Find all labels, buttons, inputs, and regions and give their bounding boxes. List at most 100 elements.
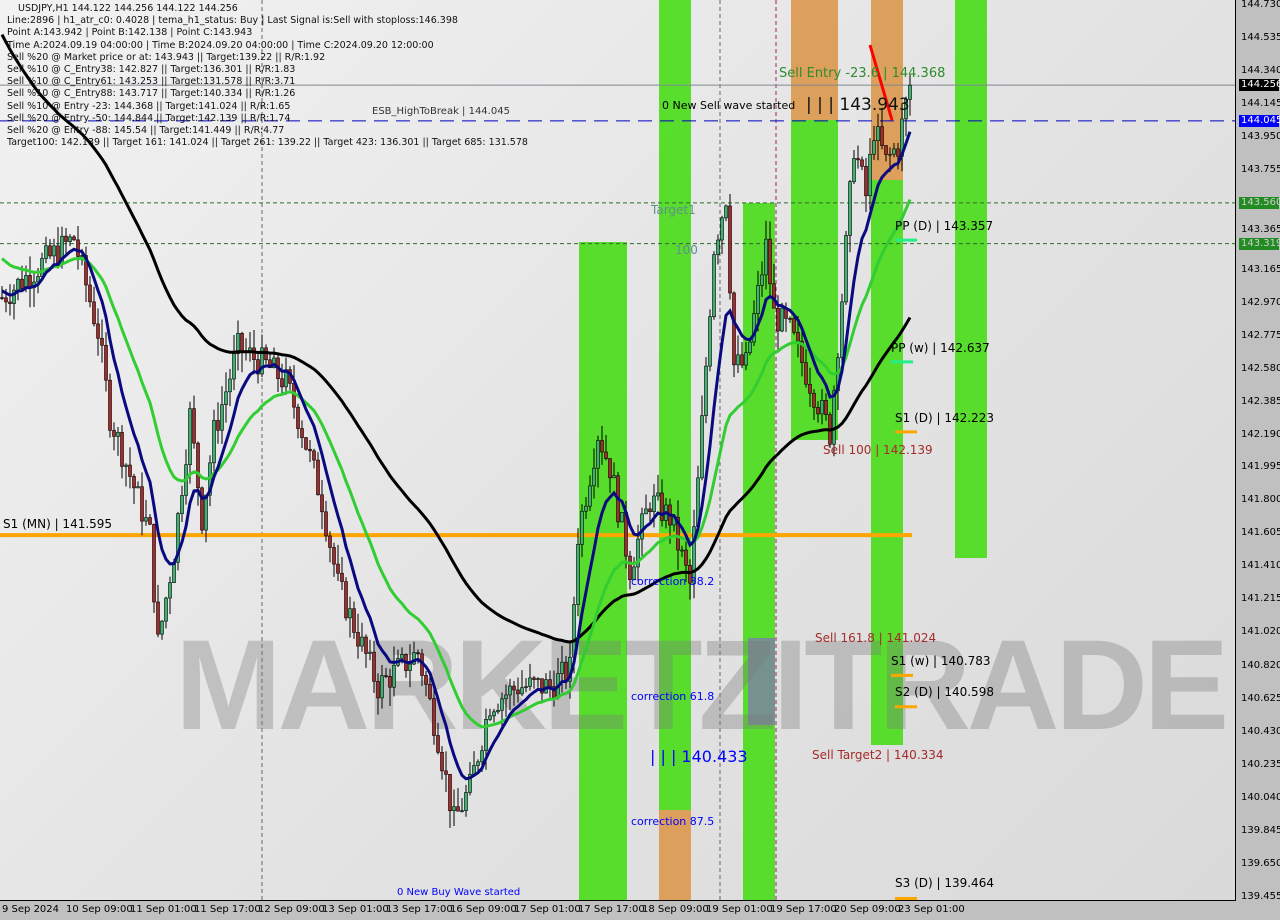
- info-line: Sell %10 @ Entry -23: 144.368 || Target:…: [7, 100, 291, 112]
- candle-down: [512, 685, 516, 691]
- candle-up: [40, 258, 44, 277]
- candle-down: [688, 564, 692, 584]
- candle-down: [532, 677, 536, 680]
- candle-down: [440, 752, 444, 772]
- price-tick-label: 140.430: [1241, 726, 1280, 738]
- candle-down: [384, 675, 388, 677]
- candle-up: [736, 354, 740, 366]
- candle-up: [232, 353, 236, 380]
- candle-down: [804, 362, 808, 385]
- candle-up: [68, 236, 72, 242]
- candle-up: [596, 440, 600, 469]
- candle-up: [464, 792, 468, 811]
- candle-up: [124, 464, 128, 467]
- candle-up: [876, 126, 880, 141]
- candle-down: [364, 636, 368, 654]
- candle-up: [680, 549, 684, 552]
- candle-up: [160, 620, 164, 635]
- candle-up: [744, 352, 748, 366]
- price-tick-label: 141.995: [1241, 461, 1280, 473]
- info-line: Sell %10 @ C_Entry38: 142.827 || Target:…: [7, 64, 296, 76]
- candle-down: [600, 440, 604, 453]
- candle-down: [356, 632, 360, 647]
- candle-down: [308, 448, 312, 452]
- plot-area[interactable]: MARKETZITRADE USDJPY,H1 144.122 144.256 …: [0, 0, 1236, 901]
- candle-down: [796, 332, 800, 342]
- candle-up: [172, 561, 176, 583]
- candle-up: [220, 404, 224, 431]
- price-tick-label: 144.340: [1241, 64, 1280, 76]
- price-tick-label: 140.625: [1241, 693, 1280, 705]
- candle-down: [540, 678, 544, 694]
- price-tick-label: 141.800: [1241, 494, 1280, 506]
- level-100-label: 100: [675, 243, 698, 257]
- point-c-label: | | | 143.943: [806, 95, 910, 115]
- candle-up: [180, 495, 184, 514]
- candle-down: [548, 679, 552, 687]
- candle-down: [112, 430, 116, 437]
- candle-up: [496, 710, 500, 713]
- pp-weekly-label: PP (w) | 142.637: [891, 341, 990, 355]
- candle-up: [168, 582, 172, 599]
- candle-up: [712, 254, 716, 317]
- price-tick-label: 142.580: [1241, 362, 1280, 374]
- candle-down: [156, 601, 160, 635]
- time-tick-label: 17 Sep 01:00: [514, 904, 581, 915]
- candle-down: [372, 651, 376, 682]
- price-tag: 144.045: [1239, 114, 1280, 127]
- price-tick-label: 143.365: [1241, 223, 1280, 235]
- candle-down: [648, 508, 652, 513]
- candle-up: [724, 205, 728, 219]
- candle-down: [516, 689, 520, 695]
- candle-down: [684, 549, 688, 566]
- candle-up: [492, 711, 496, 717]
- candle-down: [808, 383, 812, 394]
- candle-up: [188, 408, 192, 465]
- candle-down: [864, 166, 868, 197]
- candle-up: [468, 773, 472, 793]
- candle-down: [860, 159, 864, 167]
- candle-up: [544, 679, 548, 694]
- correction-87-label: correction 87.5: [631, 815, 715, 828]
- green-zone-band: [791, 120, 838, 440]
- sell-entry-label: Sell Entry -23.6 | 144.368: [779, 66, 946, 81]
- time-tick-label: 17 Sep 17:00: [578, 904, 645, 915]
- candle-down: [628, 555, 632, 580]
- time-tick-label: 13 Sep 17:00: [386, 904, 453, 915]
- price-tick-label: 143.165: [1241, 263, 1280, 275]
- candle-down: [896, 148, 900, 157]
- candle-down: [296, 406, 300, 429]
- candle-down: [816, 407, 820, 415]
- candle-up: [520, 687, 524, 695]
- candle-up: [500, 698, 504, 711]
- watermark-logo: MARKETZITRADE: [175, 614, 1229, 757]
- price-tag: 144.256: [1239, 79, 1280, 92]
- candle-up: [716, 239, 720, 255]
- candle-down: [728, 205, 732, 294]
- symbol-title: USDJPY,H1 144.122 144.256 144.122 144.25…: [18, 3, 238, 14]
- candle-down: [148, 517, 152, 525]
- candle-down: [320, 494, 324, 513]
- green-zone-band: [579, 242, 627, 900]
- candle-down: [376, 681, 380, 699]
- candle-up: [656, 492, 660, 497]
- candle-down: [304, 437, 308, 450]
- candle-down: [416, 652, 420, 655]
- candle-up: [620, 512, 624, 523]
- candle-up: [840, 301, 844, 359]
- candle-up: [392, 664, 396, 688]
- candle-down: [196, 442, 200, 489]
- candle-up: [904, 99, 908, 120]
- candle-up: [484, 718, 488, 751]
- candle-down: [280, 378, 284, 388]
- candle-down: [352, 608, 356, 633]
- candle-up: [368, 651, 372, 654]
- candle-up: [16, 278, 20, 291]
- candle-down: [312, 450, 316, 461]
- green-zone-band: [659, 0, 691, 810]
- candle-down: [340, 572, 344, 582]
- candle-up: [588, 485, 592, 507]
- candle-up: [652, 495, 656, 513]
- candle-up: [360, 636, 364, 647]
- sell-wave-line: [868, 44, 894, 121]
